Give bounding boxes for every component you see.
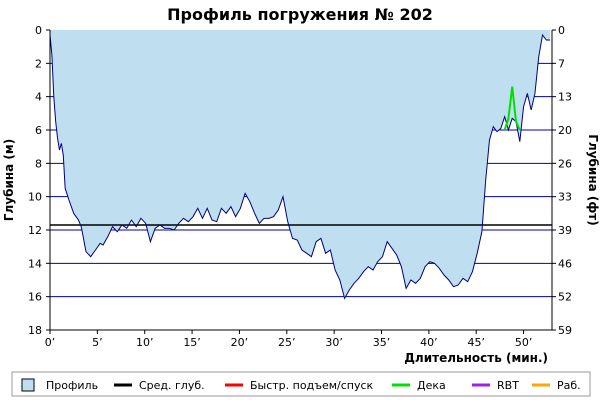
y-right-tick-label: 33 bbox=[558, 191, 572, 204]
x-tick-label: 5’ bbox=[92, 336, 103, 349]
chart-title: Профиль погружения № 202 bbox=[167, 5, 433, 24]
y-right-tick-label: 59 bbox=[558, 324, 572, 337]
x-axis-label: Длительность (мин.) bbox=[404, 351, 548, 365]
y-tick-label: 12 bbox=[28, 224, 42, 237]
legend-box bbox=[11, 371, 591, 397]
y-right-tick-label: 20 bbox=[558, 124, 572, 137]
y-tick-label: 10 bbox=[28, 191, 42, 204]
y-axis-label-right: Глубина (фт) bbox=[586, 134, 600, 225]
legend-swatch bbox=[21, 378, 35, 392]
legend-label: Профиль bbox=[46, 379, 98, 392]
x-tick-label: 20’ bbox=[231, 336, 249, 349]
y-right-tick-label: 26 bbox=[558, 157, 572, 170]
x-tick-label: 15’ bbox=[183, 336, 201, 349]
legend-label: Сред. глуб. bbox=[139, 379, 205, 392]
legend-label: Быстр. подъем/спуск bbox=[250, 379, 374, 392]
x-tick-labels: 0’ 5’ 10’ 15’ 20’ 25’ 30’ 35’ 40’ 45’ 50’ bbox=[45, 330, 533, 349]
y-right-tick-label: 39 bbox=[558, 224, 572, 237]
x-tick-label: 35’ bbox=[373, 336, 391, 349]
legend-label: Дека bbox=[417, 379, 446, 392]
y-right-tick-label: 52 bbox=[558, 291, 572, 304]
x-tick-label: 25’ bbox=[278, 336, 296, 349]
right-tick-labels: 0 7 13 20 26 33 39 46 52 59 bbox=[552, 24, 572, 337]
profile-line bbox=[49, 33, 551, 300]
y-right-tick-label: 7 bbox=[558, 57, 565, 70]
y-tick-label: 8 bbox=[35, 157, 42, 170]
y-right-tick-label: 46 bbox=[558, 257, 572, 270]
legend-label: Раб. bbox=[557, 379, 581, 392]
x-tick-label: 45’ bbox=[467, 336, 485, 349]
x-tick-label: 50’ bbox=[515, 336, 533, 349]
x-tick-label: 10’ bbox=[136, 336, 154, 349]
y-tick-label: 0 bbox=[35, 24, 42, 37]
x-tick-label: 30’ bbox=[325, 336, 343, 349]
y-right-tick-label: 13 bbox=[558, 91, 572, 104]
x-tick-label: 40’ bbox=[420, 336, 438, 349]
legend-label: RBT bbox=[497, 379, 519, 392]
profile-area bbox=[50, 30, 551, 299]
y-axis-label-left: Глубина (м) bbox=[2, 139, 16, 221]
deco-segment-line bbox=[503, 86, 521, 131]
left-tick-labels: 0 2 4 6 8 10 12 14 16 18 bbox=[28, 24, 50, 337]
y-tick-label: 2 bbox=[35, 57, 42, 70]
y-tick-label: 16 bbox=[28, 291, 42, 304]
y-tick-label: 6 bbox=[35, 124, 42, 137]
x-tick-label: 0’ bbox=[45, 336, 56, 349]
y-right-tick-label: 0 bbox=[558, 24, 565, 37]
y-tick-label: 4 bbox=[35, 91, 42, 104]
y-tick-label: 18 bbox=[28, 324, 42, 337]
legend: Профиль Сред. глуб. Быстр. подъем/спуск Дек… bbox=[21, 378, 581, 392]
y-tick-label: 14 bbox=[28, 257, 42, 270]
